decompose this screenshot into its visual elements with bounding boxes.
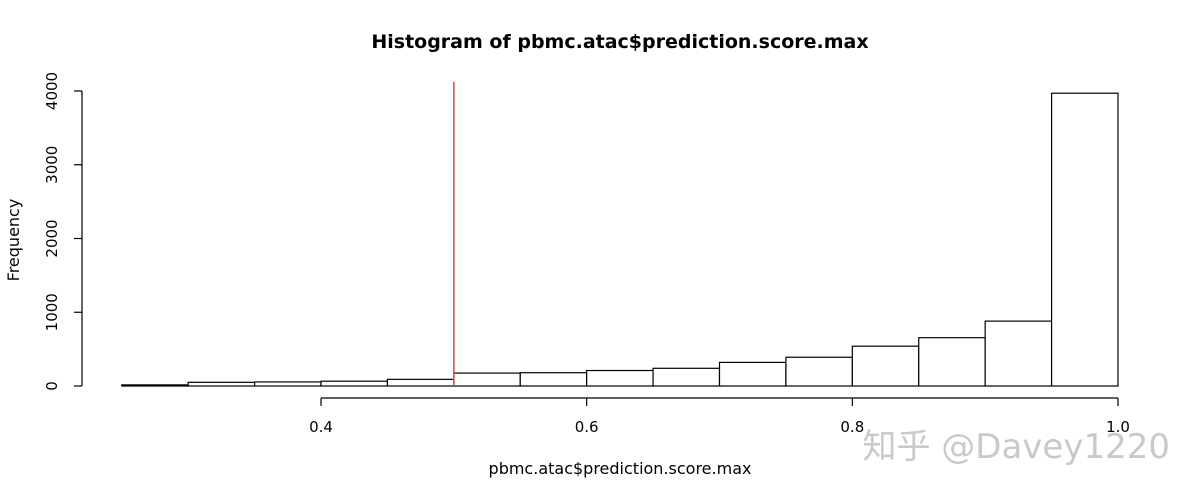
histogram-bar-11 bbox=[851, 345, 920, 387]
histogram-bar-9 bbox=[718, 361, 787, 387]
histogram-bar-8 bbox=[652, 367, 721, 387]
y-tick-label-0: 0 bbox=[43, 381, 61, 391]
histogram-bar-12 bbox=[918, 337, 986, 387]
x-tick-label-0: 0.4 bbox=[309, 418, 333, 436]
y-axis-label: Frequency bbox=[4, 199, 23, 282]
histogram-bar-7 bbox=[586, 369, 654, 387]
watermark-text: 知乎 @Davey1220 bbox=[862, 427, 1170, 467]
histogram-bar-1 bbox=[187, 381, 256, 387]
histogram-bar-0 bbox=[121, 384, 189, 387]
histogram-bar-13 bbox=[984, 320, 1053, 387]
histogram-bar-4 bbox=[386, 378, 455, 387]
histogram-bar-14 bbox=[1050, 92, 1119, 387]
x-axis-label: pbmc.atac$prediction.score.max bbox=[489, 459, 752, 478]
y-tick-label-1: 1000 bbox=[43, 293, 61, 331]
y-axis: 0 1000 2000 3000 4000 bbox=[43, 72, 83, 391]
y-tick-label-3: 3000 bbox=[43, 146, 61, 184]
x-tick-label-2: 0.8 bbox=[840, 418, 864, 436]
x-tick-label-3: 1.0 bbox=[1106, 418, 1130, 436]
x-tick-label-1: 0.6 bbox=[575, 418, 599, 436]
histogram-bar-5 bbox=[453, 372, 521, 387]
histogram-bar-10 bbox=[785, 356, 853, 387]
chart-title: Histogram of pbmc.atac$prediction.score.… bbox=[371, 31, 868, 53]
histogram-bar-2 bbox=[253, 381, 322, 387]
histogram-bar-6 bbox=[519, 372, 588, 387]
y-tick-label-2: 2000 bbox=[43, 219, 61, 257]
histogram-bar-3 bbox=[320, 380, 389, 387]
y-tick-label-4: 4000 bbox=[43, 72, 61, 110]
histogram-bars bbox=[121, 92, 1119, 387]
x-axis: 0.4 0.6 0.8 1.0 bbox=[309, 397, 1130, 436]
